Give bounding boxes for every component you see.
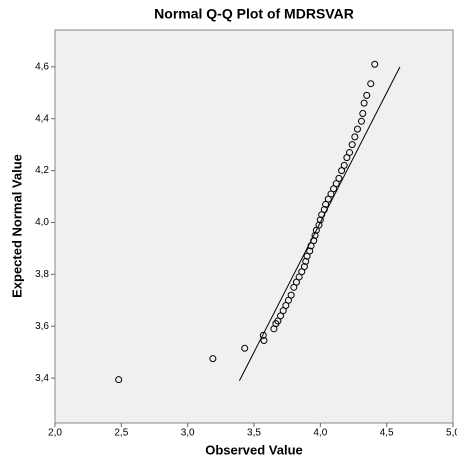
data-point: [348, 141, 356, 149]
data-point: [367, 80, 375, 88]
data-point: [351, 133, 359, 141]
x-axis-label: Observed Value: [205, 442, 303, 457]
data-point: [340, 161, 348, 169]
data-point: [260, 337, 268, 345]
data-point: [302, 257, 310, 265]
y-tick-label: 4,2: [35, 165, 49, 176]
data-point: [359, 110, 367, 118]
y-tick-label: 4,0: [35, 217, 49, 228]
x-tick-label: 4,0: [313, 428, 327, 439]
chart-title: Normal Q-Q Plot of MDRSVAR: [154, 6, 354, 22]
y-tick-label: 3,8: [35, 269, 49, 280]
data-point: [335, 174, 343, 182]
x-tick-label: 3,5: [247, 428, 261, 439]
data-point: [360, 99, 368, 107]
x-tick-label: 4,5: [380, 428, 394, 439]
reference-line: [238, 66, 401, 381]
data-point: [300, 263, 308, 271]
y-tick-label: 3,4: [35, 373, 49, 384]
data-point: [371, 60, 379, 68]
data-point: [259, 331, 267, 339]
y-tick-label: 4,6: [35, 61, 49, 72]
data-point: [241, 344, 249, 352]
y-axis-label: Expected Normal Value: [9, 154, 24, 298]
x-tick-label: 5,0: [446, 428, 457, 439]
plot-area: [54, 29, 454, 424]
y-tick-label: 4,4: [35, 113, 49, 124]
data-point: [353, 125, 361, 133]
data-point: [357, 117, 365, 125]
data-point: [209, 355, 217, 363]
x-tick-label: 2,5: [114, 428, 128, 439]
data-point: [306, 247, 314, 255]
y-tick-label: 3,6: [35, 321, 49, 332]
data-point: [287, 291, 295, 299]
x-tick-label: 2,0: [48, 428, 62, 439]
data-point: [115, 376, 123, 384]
x-tick-label: 3,0: [181, 428, 195, 439]
data-point: [346, 148, 354, 156]
data-point: [315, 221, 323, 229]
data-point: [363, 91, 371, 99]
